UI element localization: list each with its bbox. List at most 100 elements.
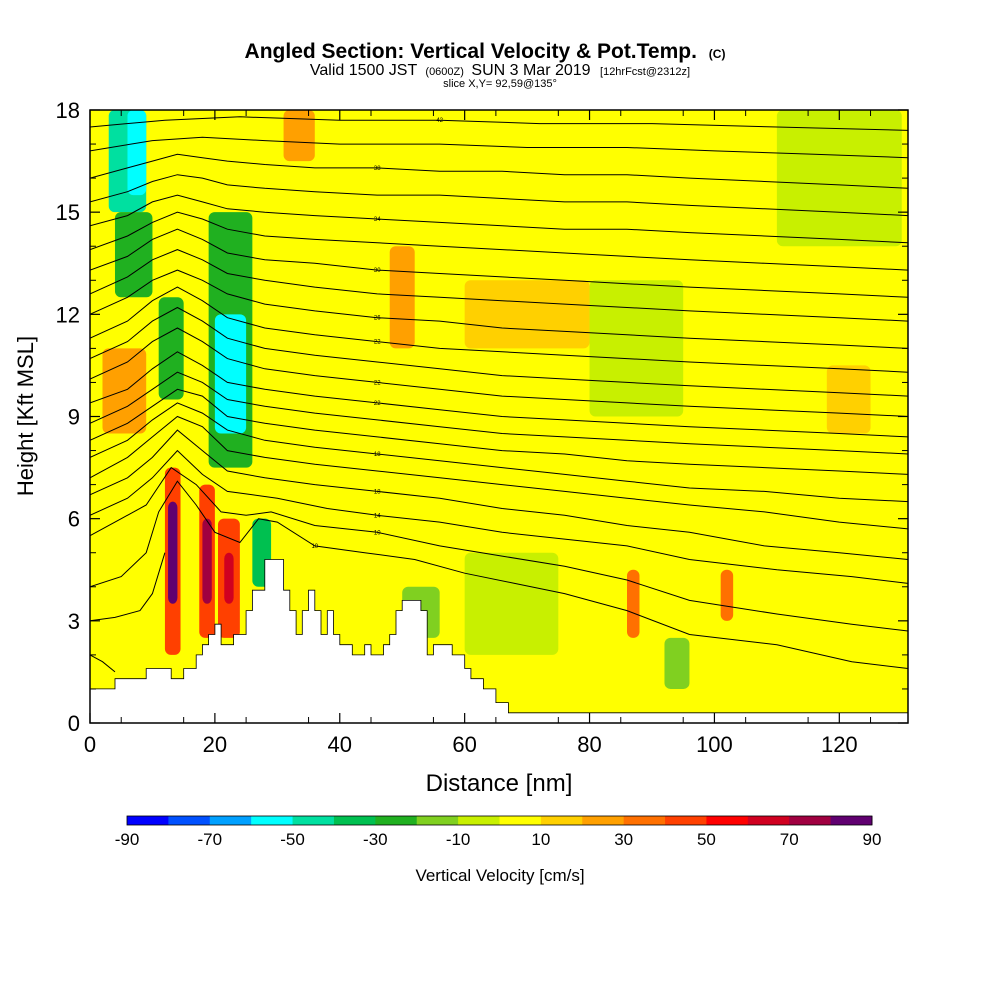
theta-contour-label-4: 14 [374, 513, 381, 519]
y-tick-label-6: 18 [56, 98, 80, 123]
colorbar-tick-label-3: -30 [363, 830, 388, 849]
y-tick-label-5: 15 [56, 200, 80, 225]
colorbar-tick-label-1: -70 [197, 830, 222, 849]
theta-contour-17 [90, 211, 908, 271]
x-tick-label-1: 20 [203, 732, 227, 757]
theta-contour-label-11: 22 [374, 380, 381, 386]
theta-contour-label-16: 30 [374, 268, 381, 274]
theta-contour-0 [90, 654, 116, 673]
axes: 0 20 40 60 80 100 120 0 3 6 9 12 15 18 [56, 98, 908, 757]
x-tick-label-0: 0 [84, 732, 96, 757]
colorbar-tick-label-2: -50 [280, 830, 305, 849]
theta-contour-label-13: 22 [374, 340, 381, 346]
theta-contour-label-22: 42 [436, 118, 443, 124]
colorbar-swatch-14 [706, 816, 749, 825]
chart-subtitle: Valid 1500 JST (0600Z) SUN 3 Mar 2019 [1… [310, 62, 690, 79]
terrain [90, 559, 908, 723]
theta-contour-13 [90, 286, 908, 373]
velocity-cell-18 [202, 518, 212, 604]
theta-contour-1 [90, 552, 166, 622]
theta-contour-20 [90, 153, 908, 189]
colorbar-swatch-16 [789, 816, 832, 825]
colorbar-swatch-3 [251, 816, 294, 825]
theta-contour-3 [90, 466, 908, 632]
theta-contour-label-18: 34 [374, 217, 381, 223]
theta-contour-label-10: 22 [374, 401, 381, 407]
theta-contour-11 [90, 327, 908, 417]
x-tick-label-2: 40 [328, 732, 352, 757]
theta-contour-19 [90, 174, 908, 217]
theta-contour-label-7: 18 [374, 452, 381, 458]
velocity-cell-2 [114, 212, 153, 298]
colorbar-tick-label-9: 90 [863, 830, 882, 849]
theta-contour-15 [90, 249, 908, 322]
colorbar-frame [126, 815, 873, 826]
velocity-cell-16 [168, 501, 178, 604]
velocity-cell-24 [664, 637, 690, 689]
colorbar-tick-label-7: 50 [697, 830, 716, 849]
colorbar-swatch-7 [416, 816, 459, 825]
velocity-field [90, 110, 908, 723]
velocity-cell-6 [214, 314, 247, 434]
colorbar-tick-label-8: 70 [780, 830, 799, 849]
colorbar-tick-label-0: -90 [115, 830, 140, 849]
velocity-cell-12 [589, 280, 684, 417]
colorbar-swatch-2 [209, 816, 252, 825]
colorbar-swatch-5 [333, 816, 376, 825]
chart-title-main: Angled Section: Vertical Velocity & Pot.… [245, 40, 697, 63]
theta-contour-label-5: 18 [374, 489, 381, 495]
velocity-cell-21 [627, 569, 640, 638]
velocity-cell-20 [224, 552, 234, 604]
theta-contour-22 [90, 116, 908, 131]
theta-contour-6 [90, 415, 908, 530]
velocity-cell-4 [158, 297, 184, 400]
colorbar-tick-label-4: -10 [446, 830, 471, 849]
colorbar-swatch-4 [292, 816, 335, 825]
colorbar-tick-label-6: 30 [614, 830, 633, 849]
colorbar-swatch-17 [830, 816, 873, 825]
chart-title-unit: (C) [709, 47, 726, 61]
chart-title: Angled Section: Vertical Velocity & Pot.… [245, 40, 726, 63]
y-tick-label-1: 3 [68, 609, 80, 634]
subtitle-zulu: (0600Z) [425, 66, 464, 78]
theta-contour-18 [90, 194, 908, 244]
terrain-mask [90, 559, 908, 723]
subtitle-date: SUN 3 Mar 2019 [471, 62, 590, 79]
x-tick-label-4: 80 [577, 732, 601, 757]
velocity-cell-22 [720, 569, 734, 621]
colorbar-label: Vertical Velocity [cm/s] [415, 866, 584, 885]
theta-contour-2 [90, 480, 908, 669]
subtitle-valid: Valid 1500 JST [310, 62, 418, 79]
y-axis-label: Height [Kft MSL] [13, 336, 38, 496]
colorbar-swatch-15 [747, 816, 790, 825]
y-tick-label-4: 12 [56, 302, 80, 327]
y-tick-label-0: 0 [68, 711, 80, 736]
y-tick-label-3: 9 [68, 405, 80, 430]
theta-contour-8 [90, 388, 908, 475]
colorbar-swatch-6 [375, 816, 418, 825]
theta-contour-21 [90, 136, 908, 159]
colorbar-swatch-0 [127, 816, 169, 825]
colorbar-swatch-1 [168, 816, 211, 825]
velocity-cell-10 [464, 280, 590, 349]
colorbar-swatch-10 [540, 816, 583, 825]
colorbar-tick-label-5: 10 [531, 830, 550, 849]
velocity-cell-14 [464, 552, 559, 655]
velocity-cell-3 [127, 110, 147, 196]
velocity-cell-9 [389, 246, 415, 349]
theta-contours: 10 10 14 18 18 22 22 22 26 30 34 38 42 [90, 116, 908, 673]
theta-contour-7 [90, 402, 908, 503]
theta-contour-9 [90, 371, 908, 455]
colorbar-swatch-13 [665, 816, 707, 825]
colorbar-swatch-8 [458, 816, 500, 825]
theta-contour-label-20: 38 [374, 166, 381, 172]
colorbar: -90 -70 -50 -30 -10 10 30 50 70 90 [115, 815, 882, 849]
x-tick-label-5: 100 [696, 732, 733, 757]
theta-contour-5 [90, 429, 908, 560]
theta-contour-16 [90, 228, 908, 298]
x-tick-label-3: 60 [452, 732, 476, 757]
theta-contour-label-3: 10 [374, 530, 381, 536]
theta-contour-4 [90, 449, 908, 584]
y-tick-label-2: 6 [68, 507, 80, 532]
